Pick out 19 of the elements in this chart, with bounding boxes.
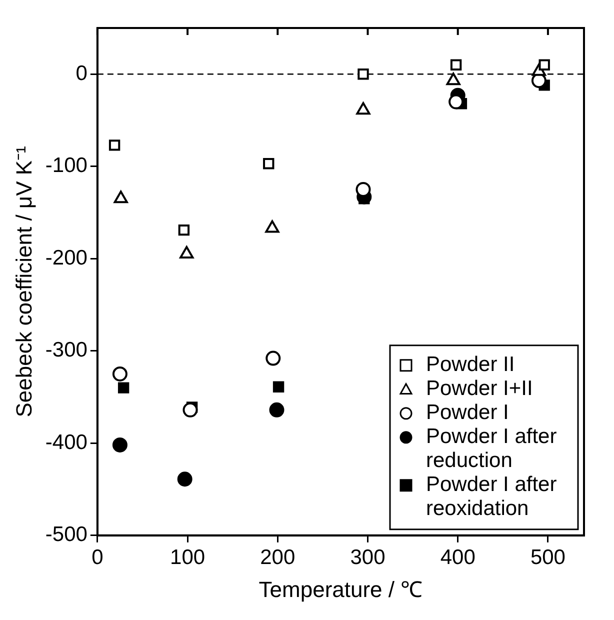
- legend-label: Powder I: [426, 401, 509, 424]
- x-tick-label: 500: [530, 546, 566, 569]
- legend-label: Powder I+II: [426, 377, 533, 400]
- x-tick-label: 0: [92, 546, 104, 569]
- y-tick-label: -300: [45, 338, 88, 362]
- x-tick-label: 100: [170, 546, 206, 569]
- y-tick-label: -100: [45, 154, 88, 178]
- legend-label: Powder I after reduction: [426, 425, 557, 472]
- y-tick-label: -500: [45, 523, 88, 546]
- x-tick-label: 300: [350, 546, 386, 569]
- y-tick-label: -400: [45, 430, 88, 454]
- y-tick-label: -200: [45, 246, 88, 270]
- legend-label: Powder II: [426, 353, 515, 376]
- legend-label: Powder I after reoxidation: [426, 473, 557, 520]
- y-axis-title: Seebeck coefficient / μV K⁻¹: [11, 146, 36, 418]
- x-axis-title: Temperature / ℃: [258, 576, 423, 602]
- x-tick-label: 400: [440, 546, 476, 569]
- y-tick-label: 0: [76, 62, 88, 85]
- x-tick-label: 200: [260, 546, 296, 569]
